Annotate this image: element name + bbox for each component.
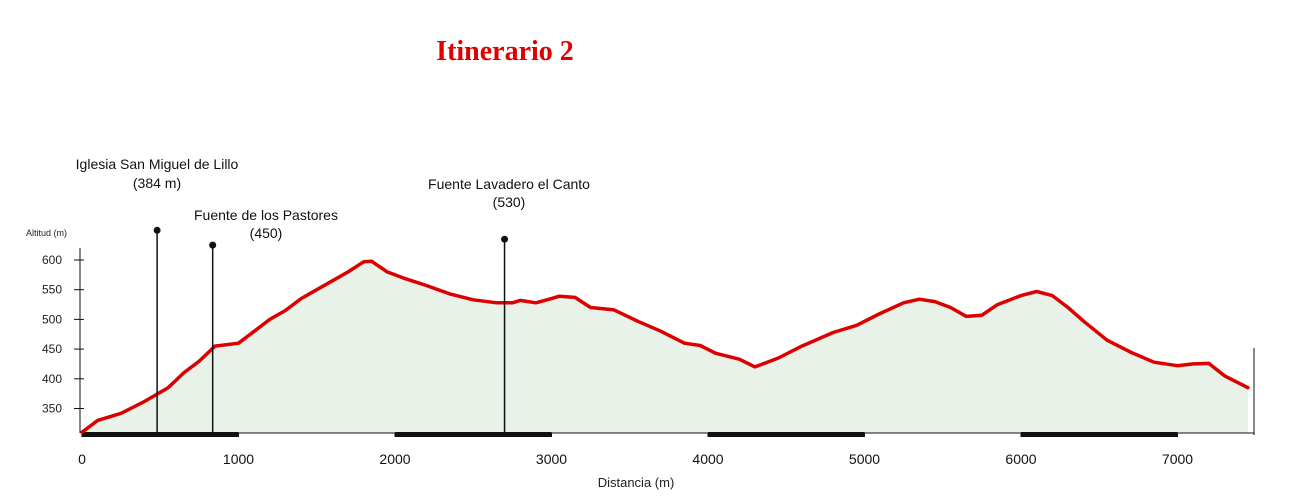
poi-elevation-label: (530) [493,194,526,210]
x-tick-label: 1000 [223,451,254,467]
poi-name: Fuente de los Pastores [194,207,338,223]
x-tick-label: 7000 [1162,451,1193,467]
y-tick-label: 400 [42,372,62,386]
elevation-line [80,259,1250,435]
poi-marker: Iglesia San Miguel de Lillo (384 m) [76,156,239,433]
x-tick-label: 4000 [692,451,723,467]
elevation-area [82,261,1248,433]
poi-dot [209,241,217,249]
x-tick-label: 6000 [1005,451,1036,467]
y-tick-label: 450 [42,342,62,356]
y-axis-title: Altitud (m) [26,228,67,238]
x-tick-label: 3000 [536,451,567,467]
y-tick-label: 600 [42,253,62,267]
x-scale-segment [1021,432,1178,437]
poi-marker: Fuente Lavadero el Canto (530) [428,176,590,433]
x-axis-title: Distancia (m) [598,475,675,490]
poi-dot [153,226,161,234]
poi-elevation-label: (384 m) [133,175,181,191]
poi-marker: Fuente de los Pastores (450) [194,207,338,433]
poi-dot [501,235,509,243]
x-scale-segment [395,432,552,437]
x-tick-label: 0 [78,451,86,467]
y-tick-label: 350 [42,402,62,416]
chart-title: Itinerario 2 [436,36,574,67]
x-scale-segment [82,432,239,437]
x-tick-label: 5000 [849,451,880,467]
x-scale-segment [708,432,865,437]
x-tick-label: 2000 [379,451,410,467]
y-tick-label: 550 [42,283,62,297]
y-tick-label: 500 [42,312,62,326]
poi-name: Fuente Lavadero el Canto [428,176,590,192]
poi-name: Iglesia San Miguel de Lillo [76,156,239,172]
poi-elevation-label: (450) [250,225,283,241]
